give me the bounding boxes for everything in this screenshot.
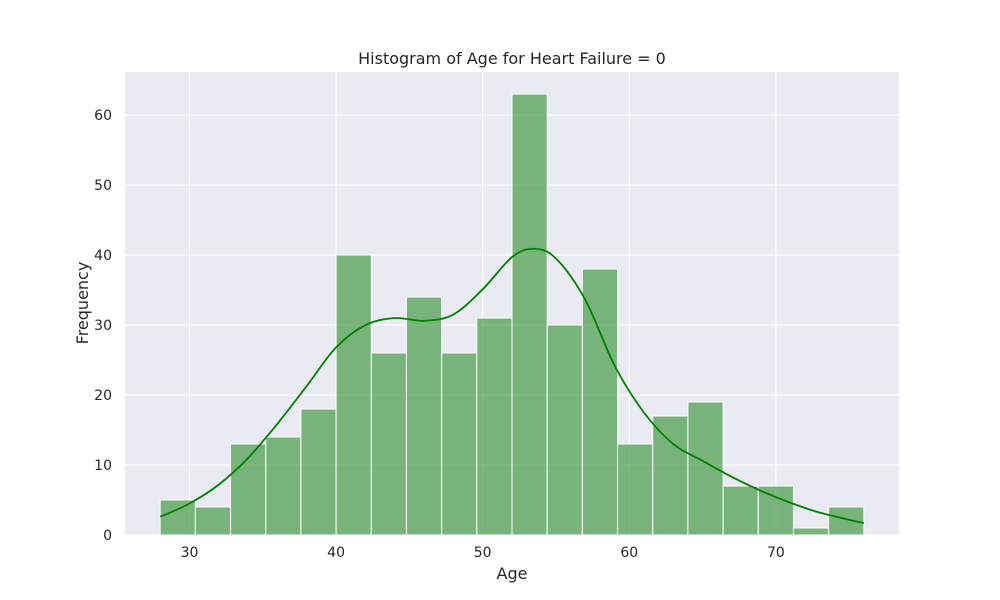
y-tick-label: 0 bbox=[103, 528, 112, 544]
y-tick-label: 60 bbox=[94, 108, 112, 124]
histogram-bar bbox=[335, 254, 372, 536]
histogram-bar bbox=[476, 317, 513, 536]
y-tick-label: 10 bbox=[94, 458, 112, 474]
histogram-bar bbox=[617, 443, 654, 536]
histogram-bar bbox=[546, 324, 583, 536]
y-tick-labels: 0 10 20 30 40 50 60 bbox=[94, 108, 112, 544]
y-tick-label: 30 bbox=[94, 318, 112, 334]
chart-title: Histogram of Age for Heart Failure = 0 bbox=[358, 49, 666, 68]
kde-curve bbox=[159, 247, 865, 524]
x-tick-label: 30 bbox=[181, 545, 199, 561]
histogram-bar bbox=[300, 408, 337, 536]
histogram-bar bbox=[757, 485, 794, 536]
histogram-bar bbox=[370, 352, 407, 536]
histogram-bar bbox=[581, 268, 619, 536]
y-tick-label: 40 bbox=[94, 248, 112, 264]
y-tick-label: 50 bbox=[94, 178, 112, 194]
x-tick-label: 70 bbox=[767, 545, 785, 561]
x-tick-label: 60 bbox=[620, 545, 638, 561]
histogram-bars bbox=[159, 93, 865, 536]
histogram-bar bbox=[159, 499, 196, 536]
histogram-bar bbox=[652, 415, 689, 536]
x-tick-labels: 30 40 50 60 70 bbox=[181, 545, 785, 561]
histogram-bar bbox=[828, 506, 865, 536]
histogram-bar bbox=[722, 485, 759, 536]
histogram-bar bbox=[265, 436, 302, 536]
histogram-bar bbox=[194, 506, 232, 536]
x-axis-label: Age bbox=[497, 564, 528, 583]
histogram-bar bbox=[792, 527, 830, 536]
histogram-bar bbox=[405, 296, 443, 536]
y-axis-label: Frequency bbox=[73, 262, 92, 345]
x-tick-label: 40 bbox=[327, 545, 345, 561]
histogram-bar bbox=[441, 352, 478, 536]
x-tick-label: 50 bbox=[474, 545, 492, 561]
y-tick-label: 20 bbox=[94, 388, 112, 404]
histogram-bar bbox=[511, 93, 548, 536]
